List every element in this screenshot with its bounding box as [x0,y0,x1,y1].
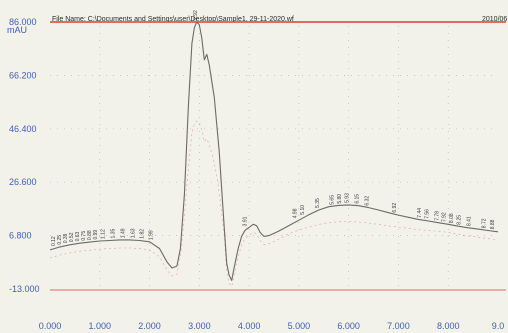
peak-label: 6.32 [365,196,371,206]
y-tick-label: 86.000 [9,17,37,27]
integration-baseline [49,120,499,287]
y-tick-label: 66.200 [9,70,37,80]
peak-label: 7.78 [434,211,440,221]
peak-label: 8.41 [467,216,473,226]
peak-label: 1.63 [131,228,137,238]
peak-label: 8.25 [457,215,463,225]
peak-label: 5.80 [337,194,343,204]
peak-label: 7.92 [442,212,448,222]
peak-label: 8.88 [490,219,496,229]
y-tick-label: 26.600 [9,177,37,187]
x-tick-label: 5.000 [288,321,311,331]
y-tick-label: 46.400 [9,124,37,134]
x-tick-label: 4.000 [238,321,261,331]
peak-label: 5.65 [330,195,336,205]
peak-label: 0.12 [51,236,57,246]
peak-label: 7.44 [417,208,423,218]
x-tick-label: 8.000 [437,321,460,331]
chromatogram-trace [49,21,499,281]
peak-label: 6.92 [392,203,398,213]
peak-label: 5.35 [315,198,321,208]
peak-label: 2.92 [193,10,199,20]
date-header: 2010/06 [482,16,507,23]
peak-label: 7.56 [424,209,430,219]
peak-label-layer: 0.12 0.25 0.39 0.52 0.63 0.75 0.88 0.99 1.12 1.35… [51,10,496,246]
peak-label: 1.12 [101,229,107,239]
peak-label: 6.15 [355,194,361,204]
x-tick-label: 2.000 [138,321,161,331]
x-tick-label: 7.000 [387,321,410,331]
peak-label: 5.93 [345,193,351,203]
x-tick-label: 6.000 [337,321,360,331]
peak-label: 3.91 [243,216,249,226]
x-tick-label: 0.000 [39,321,62,331]
x-tick-label: 1.000 [89,321,112,331]
peak-label: 8.08 [449,213,455,223]
peak-label: 0.39 [63,233,69,243]
y-tick-label: -13.000 [9,284,40,294]
peak-label: 0.99 [93,230,99,240]
peak-label: 1.82 [140,229,146,239]
grid-layer [50,26,498,289]
peak-label: 0.63 [75,231,81,241]
peak-label: 1.99 [149,230,155,240]
peak-label: 0.75 [81,231,87,241]
peak-label: 0.25 [57,235,63,245]
peak-label: 8.72 [482,218,488,228]
file-name-header: File Name: C:\Documents and Settings\use… [52,16,294,23]
y-tick-label: 6.800 [9,231,32,241]
trace-layer [49,21,499,287]
axis-layer: 86.000 66.200 46.400 26.600 6.800 -13.000 0.00… [9,17,506,331]
x-tick-label: 9.0 [492,321,505,331]
peak-label: 1.35 [111,229,117,239]
peak-label: 0.88 [87,230,93,240]
peak-label: 1.49 [121,228,127,238]
peak-label: 0.52 [69,232,75,242]
y-axis-unit-label: mAU [7,25,27,35]
x-tick-label: 3.000 [188,321,211,331]
peak-label: 5.10 [300,205,306,215]
peak-label: 4.98 [292,208,298,218]
